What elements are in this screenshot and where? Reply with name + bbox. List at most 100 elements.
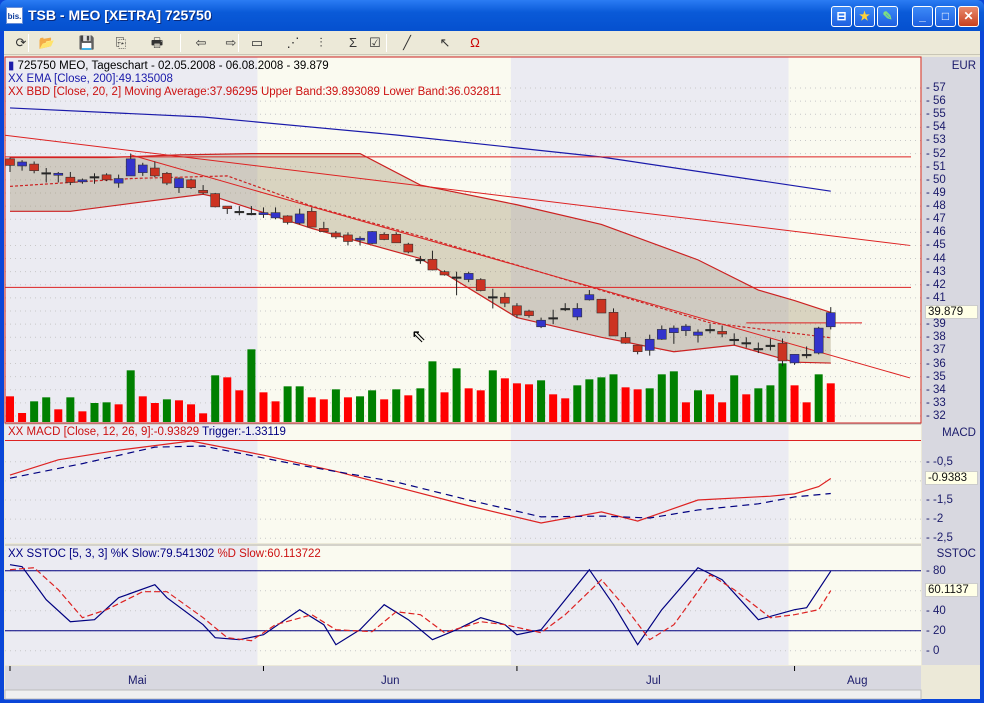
month-shading (5, 546, 258, 665)
price-tick-label: - 43 (926, 265, 946, 278)
candle-body (174, 178, 184, 189)
volume-bar (211, 375, 220, 422)
properties-icon[interactable]: ☑ (369, 35, 381, 50)
volume-bar (368, 390, 377, 422)
candle-body (343, 234, 353, 242)
volume-bar (295, 386, 304, 422)
volume-bar (778, 363, 787, 422)
refresh-icon[interactable]: ⟳ (15, 35, 27, 50)
legend-sstoc[interactable]: XX SSTOC [5, 3, 3] %K Slow:79.541302 %D … (8, 548, 321, 561)
legend-macd-trigger: Trigger:-1.33119 (199, 426, 286, 438)
candle-body (475, 279, 486, 291)
macd-axis-label: MACD (922, 425, 980, 441)
volume-bar (343, 397, 352, 422)
candle-body (487, 296, 498, 299)
volume-bar (706, 394, 715, 422)
price-tick-label: - 36 (926, 357, 946, 370)
toolbar-separator (180, 34, 181, 52)
volume-bar (500, 378, 509, 422)
period-icon[interactable]: ⋰ (286, 35, 300, 50)
horizontal-scrollbar[interactable] (4, 689, 922, 700)
bollinger-middle-line (9, 175, 831, 339)
candle-body (463, 273, 474, 280)
volume-bar (718, 402, 727, 422)
legend-main-text: 725750 MEO, Tageschart - 02.05.2008 - 06… (17, 60, 329, 72)
legend-bbd[interactable]: XX BBD [Close, 20, 2] Moving Average:37.… (8, 86, 502, 98)
price-panel-border (4, 56, 922, 424)
legend-macd[interactable]: XX MACD [Close, 12, 26, 9]:-0.93829 Trig… (8, 426, 286, 439)
toolbar-separator (28, 34, 29, 52)
trendline (130, 154, 911, 379)
star-icon[interactable]: ★ (854, 6, 875, 27)
volume-bar (452, 368, 461, 422)
price-tick-label: - 54 (926, 121, 946, 134)
back-chart-icon[interactable]: ⇦ (195, 35, 207, 50)
candle-body (439, 271, 450, 276)
volume-bar (223, 377, 232, 422)
copy-icon[interactable]: ⎘ (115, 35, 127, 50)
volume-bar (416, 388, 425, 422)
price-tick-label: - 55 (926, 108, 946, 121)
volume-bar (645, 388, 654, 422)
sstoc-tick-label: - 20 (926, 624, 946, 637)
volume-bar (573, 385, 582, 422)
candle-body (813, 327, 824, 354)
candle-body (5, 158, 15, 166)
macd-tick-label: - -0,5 (926, 455, 953, 468)
candle-body (367, 231, 377, 244)
chart-type-icon[interactable]: ⫶ (319, 35, 323, 50)
window-icon[interactable]: ▭ (250, 35, 264, 50)
volume-bar (114, 404, 123, 422)
month-shading (5, 57, 258, 423)
price-tick-label: - 39 (926, 318, 946, 331)
volume-bar (476, 390, 485, 422)
candle-body (186, 179, 196, 189)
price-tick-label: - 32 (926, 410, 946, 422)
minimize-button[interactable]: _ (912, 6, 933, 27)
volume-bar (319, 399, 328, 422)
maximize-button[interactable]: □ (935, 6, 956, 27)
pointer-icon[interactable]: ↖ (439, 35, 451, 50)
trendline (4, 134, 911, 246)
volume-bar (512, 383, 521, 422)
candle-body (41, 172, 52, 175)
candle-body (451, 276, 462, 279)
open-folder-icon[interactable]: 📂 (38, 35, 56, 50)
close-button[interactable]: ✕ (958, 6, 979, 27)
volume-bar (440, 392, 449, 422)
candle-body (379, 233, 389, 240)
sstoc-tick-label: - 0 (926, 644, 940, 657)
macd-tick-label: - -2 (926, 513, 944, 526)
last-price-marker: 39.879 (925, 305, 978, 319)
save-icon[interactable]: 💾 (78, 35, 96, 50)
volume-bar (609, 374, 618, 422)
price-tick-label: - 34 (926, 383, 946, 396)
price-tick-label: - 41 (926, 291, 946, 304)
candle-body (789, 354, 800, 364)
magnet-icon[interactable]: Ω (470, 35, 480, 50)
forward-chart-icon[interactable]: ⇨ (225, 35, 237, 50)
legend-sstoc-d: %D Slow:60.113722 (214, 548, 321, 560)
legend-macd-value: XX MACD [Close, 12, 26, 9]:-0.93829 (8, 426, 200, 438)
draw-line-icon[interactable]: ╱ (403, 35, 411, 50)
candle-body (77, 179, 88, 183)
volume-bar (488, 370, 497, 422)
candle-body (415, 259, 426, 262)
price-tick-label: - 50 (926, 173, 946, 186)
candle-body (234, 211, 245, 214)
candle-body (584, 294, 595, 301)
pin-icon[interactable]: ⊟ (831, 6, 852, 27)
indicator-sum-icon[interactable]: Σ (348, 35, 358, 50)
series-marker-icon: ▮ (8, 60, 15, 72)
print-icon[interactable]: 🖶 (150, 35, 164, 50)
volume-bar (404, 395, 413, 422)
price-tick-label: - 51 (926, 160, 946, 173)
pen-icon[interactable]: ✎ (877, 6, 898, 27)
candle-body (801, 354, 812, 357)
legend-ema[interactable]: XX EMA [Close, 200]:49.135008 (8, 73, 173, 85)
candle-body (753, 348, 764, 351)
candle-body (548, 317, 558, 320)
volume-bar (537, 380, 546, 422)
volume-bar (826, 383, 835, 422)
